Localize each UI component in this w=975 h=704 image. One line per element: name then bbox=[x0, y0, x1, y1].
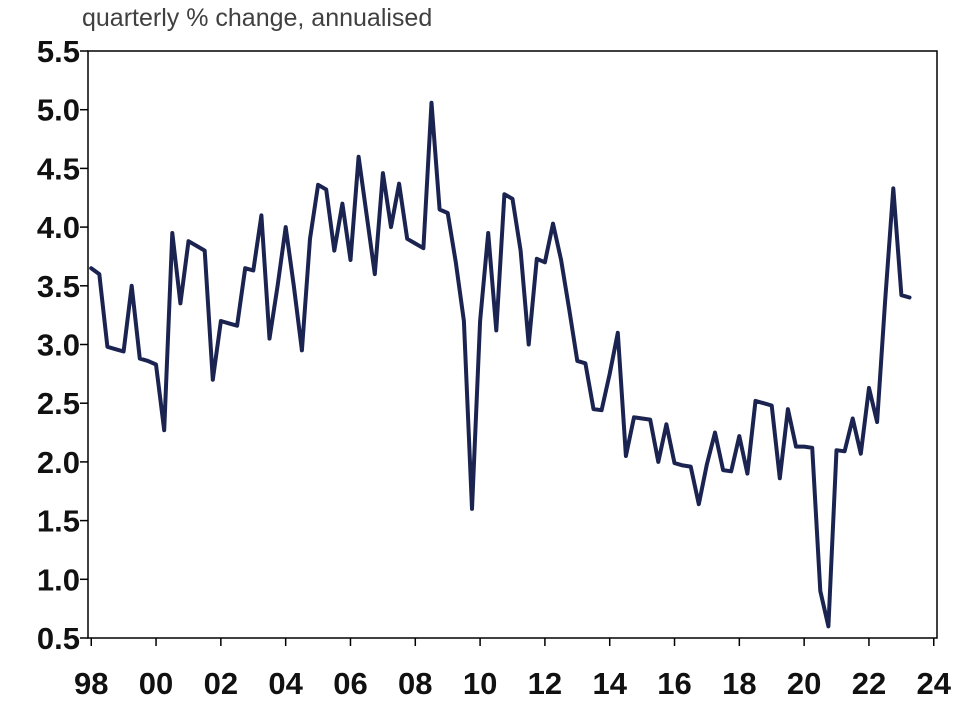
y-tick-label: 5.5 bbox=[37, 34, 80, 69]
y-tick-label: 0.5 bbox=[37, 621, 80, 656]
x-tick-label: 22 bbox=[852, 666, 886, 701]
y-tick-label: 1.5 bbox=[37, 504, 80, 539]
y-axis: 0.5 1.0 1.5 2.0 2.5 3.0 3.5 4.0 4.5 5.0 5.5 bbox=[37, 34, 88, 656]
y-tick-label: 4.0 bbox=[37, 210, 80, 245]
y-tick-label: 3.5 bbox=[37, 269, 80, 304]
y-tick-label: 2.5 bbox=[37, 386, 80, 421]
x-tick-label: 24 bbox=[917, 666, 952, 701]
x-tick-label: 08 bbox=[398, 666, 432, 701]
x-tick-label: 98 bbox=[74, 666, 108, 701]
x-tick-label: 04 bbox=[268, 666, 303, 701]
x-tick-label: 10 bbox=[463, 666, 497, 701]
y-tick-label: 4.5 bbox=[37, 151, 80, 186]
x-tick-label: 06 bbox=[333, 666, 367, 701]
x-tick-label: 16 bbox=[657, 666, 691, 701]
y-tick-label: 2.0 bbox=[37, 445, 80, 480]
plot-area-frame bbox=[87, 50, 938, 639]
x-tick-label: 02 bbox=[204, 666, 238, 701]
x-tick-label: 12 bbox=[528, 666, 562, 701]
series-layer bbox=[89, 100, 912, 629]
series-line bbox=[89, 100, 912, 629]
x-tick-label: 00 bbox=[139, 666, 173, 701]
x-axis: 98 00 02 04 06 08 10 12 14 16 18 20 22 24 bbox=[74, 638, 952, 701]
y-tick-label: 5.0 bbox=[37, 93, 80, 128]
x-tick-label: 14 bbox=[592, 666, 627, 701]
chart-subtitle: quarterly % change, annualised bbox=[82, 4, 433, 32]
x-tick-label: 18 bbox=[722, 666, 756, 701]
y-tick-label: 3.0 bbox=[37, 328, 80, 363]
x-tick-label: 20 bbox=[787, 666, 821, 701]
y-tick-label: 1.0 bbox=[37, 562, 80, 597]
